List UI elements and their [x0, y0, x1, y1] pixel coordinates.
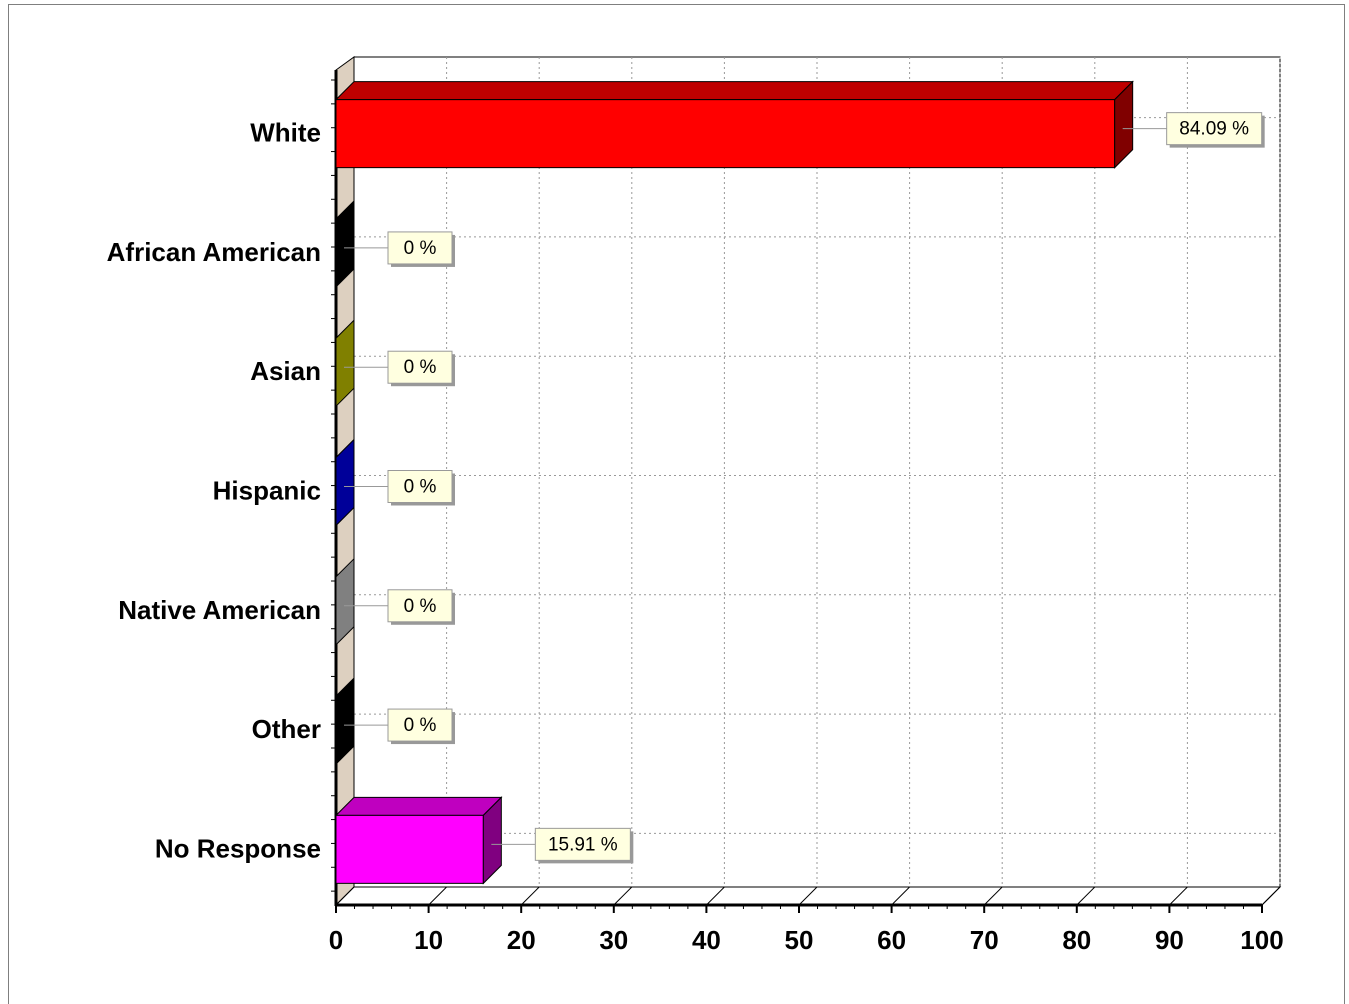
category-label: White [250, 118, 321, 148]
x-tick-label: 20 [507, 925, 536, 955]
category-label: Asian [250, 356, 321, 386]
floor-gridline [335, 886, 355, 906]
bar-side-face [335, 438, 355, 527]
bar-side-face [335, 557, 355, 646]
data-label-box [387, 350, 453, 384]
data-label-box [387, 589, 453, 623]
bar-top-face [334, 81, 1134, 101]
data-label-text: 0 % [404, 238, 437, 259]
x-tick-label: 10 [414, 925, 443, 955]
bar-top-face [334, 796, 503, 816]
data-label-text: 0 % [404, 715, 437, 736]
data-label-text: 0 % [404, 477, 437, 498]
data-label-box [387, 470, 453, 503]
bar-white: 84.09 % [334, 80, 1265, 169]
data-label-box [1166, 112, 1263, 146]
bar-side-face [1114, 80, 1134, 169]
bar-side-face [335, 199, 355, 289]
bar-other: 0 % [335, 676, 455, 766]
data-label: 84.09 % [1122, 112, 1265, 148]
chart-frame [8, 4, 1345, 1004]
x-tick-label: 40 [692, 925, 721, 955]
data-label: 0 % [344, 350, 455, 387]
data-label: 0 % [344, 589, 455, 625]
bar-front-face [335, 99, 1116, 169]
bar-no-response: 15.91 % [334, 796, 634, 885]
x-tick-label: 0 [329, 925, 343, 955]
category-label: No Response [155, 833, 321, 863]
data-label-text: 84.09 % [1179, 119, 1249, 140]
floor-gridline [1076, 886, 1096, 906]
category-label: Native American [118, 595, 321, 625]
category-label: Hispanic [213, 476, 321, 506]
data-label: 15.91 % [491, 827, 634, 864]
floor-gridline [891, 886, 910, 906]
bar-asian: 0 % [335, 319, 455, 408]
bar-side-face [482, 796, 502, 885]
data-label-box [534, 827, 631, 861]
x-tick-label: 90 [1155, 925, 1184, 955]
data-label: 0 % [344, 470, 455, 506]
floor-gridline [520, 886, 540, 906]
floor-gridline [1261, 886, 1281, 906]
floor-gridline [613, 886, 633, 906]
floor-gridline [798, 886, 818, 906]
data-label-text: 0 % [404, 357, 437, 378]
x-tick-label: 50 [785, 925, 814, 955]
bar-native-american: 0 % [335, 557, 455, 646]
data-label-text: 15.91 % [548, 834, 618, 855]
x-tick-label: 100 [1240, 925, 1283, 955]
floor-gridline [1169, 886, 1188, 906]
x-tick-label: 30 [599, 925, 628, 955]
bar-front-face [335, 814, 484, 884]
bar-african-american: 0 % [335, 199, 455, 289]
floor-gridline [428, 886, 447, 906]
data-label: 0 % [344, 231, 455, 267]
data-label-text: 0 % [404, 596, 437, 617]
bar-side-face [335, 676, 355, 766]
data-label: 0 % [344, 708, 455, 745]
x-tick-label: 60 [877, 925, 906, 955]
bar-hispanic: 0 % [335, 438, 455, 527]
x-tick-label: 70 [970, 925, 999, 955]
floor-gridline [983, 886, 1003, 906]
category-label: African American [107, 237, 321, 267]
data-label-box [387, 708, 453, 742]
floor-gridline [706, 886, 725, 906]
bar-side-face [335, 319, 355, 408]
category-label: Other [252, 714, 321, 744]
x-tick-label: 80 [1062, 925, 1091, 955]
data-label-box [387, 231, 453, 265]
